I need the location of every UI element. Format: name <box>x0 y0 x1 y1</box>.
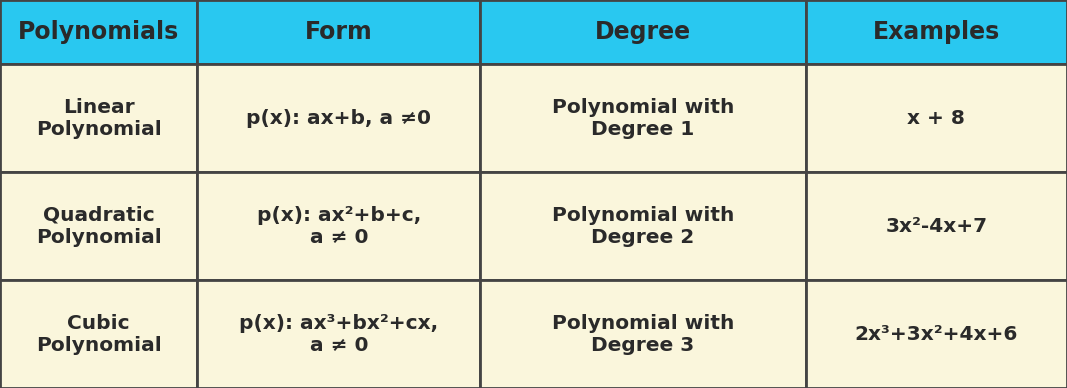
Bar <box>0 280 197 388</box>
Text: Polynomials: Polynomials <box>18 20 179 44</box>
Bar <box>197 64 480 172</box>
Text: x + 8: x + 8 <box>907 109 966 128</box>
Bar <box>806 0 1067 64</box>
Bar <box>480 280 806 388</box>
Text: p(x): ax³+bx²+cx,
a ≠ 0: p(x): ax³+bx²+cx, a ≠ 0 <box>239 314 439 355</box>
Bar <box>480 0 806 64</box>
Text: p(x): ax²+b+c,
a ≠ 0: p(x): ax²+b+c, a ≠ 0 <box>257 206 420 246</box>
Bar <box>197 0 480 64</box>
Text: Polynomial with
Degree 1: Polynomial with Degree 1 <box>552 97 734 139</box>
Text: Quadratic
Polynomial: Quadratic Polynomial <box>36 206 161 246</box>
Text: Examples: Examples <box>873 20 1000 44</box>
Bar <box>0 172 197 280</box>
Bar <box>197 280 480 388</box>
Bar <box>197 172 480 280</box>
Text: Cubic
Polynomial: Cubic Polynomial <box>36 314 161 355</box>
Text: 3x²-4x+7: 3x²-4x+7 <box>886 217 987 236</box>
Bar <box>480 64 806 172</box>
Text: 2x³+3x²+4x+6: 2x³+3x²+4x+6 <box>855 324 1018 343</box>
Bar <box>806 172 1067 280</box>
Text: Degree: Degree <box>594 20 691 44</box>
Bar <box>806 280 1067 388</box>
Bar <box>806 64 1067 172</box>
Text: Polynomial with
Degree 2: Polynomial with Degree 2 <box>552 206 734 246</box>
Text: Linear
Polynomial: Linear Polynomial <box>36 97 161 139</box>
Bar <box>0 64 197 172</box>
Bar <box>480 172 806 280</box>
Text: Form: Form <box>305 20 372 44</box>
Text: Polynomial with
Degree 3: Polynomial with Degree 3 <box>552 314 734 355</box>
Text: p(x): ax+b, a ≠0: p(x): ax+b, a ≠0 <box>246 109 431 128</box>
Bar <box>0 0 197 64</box>
